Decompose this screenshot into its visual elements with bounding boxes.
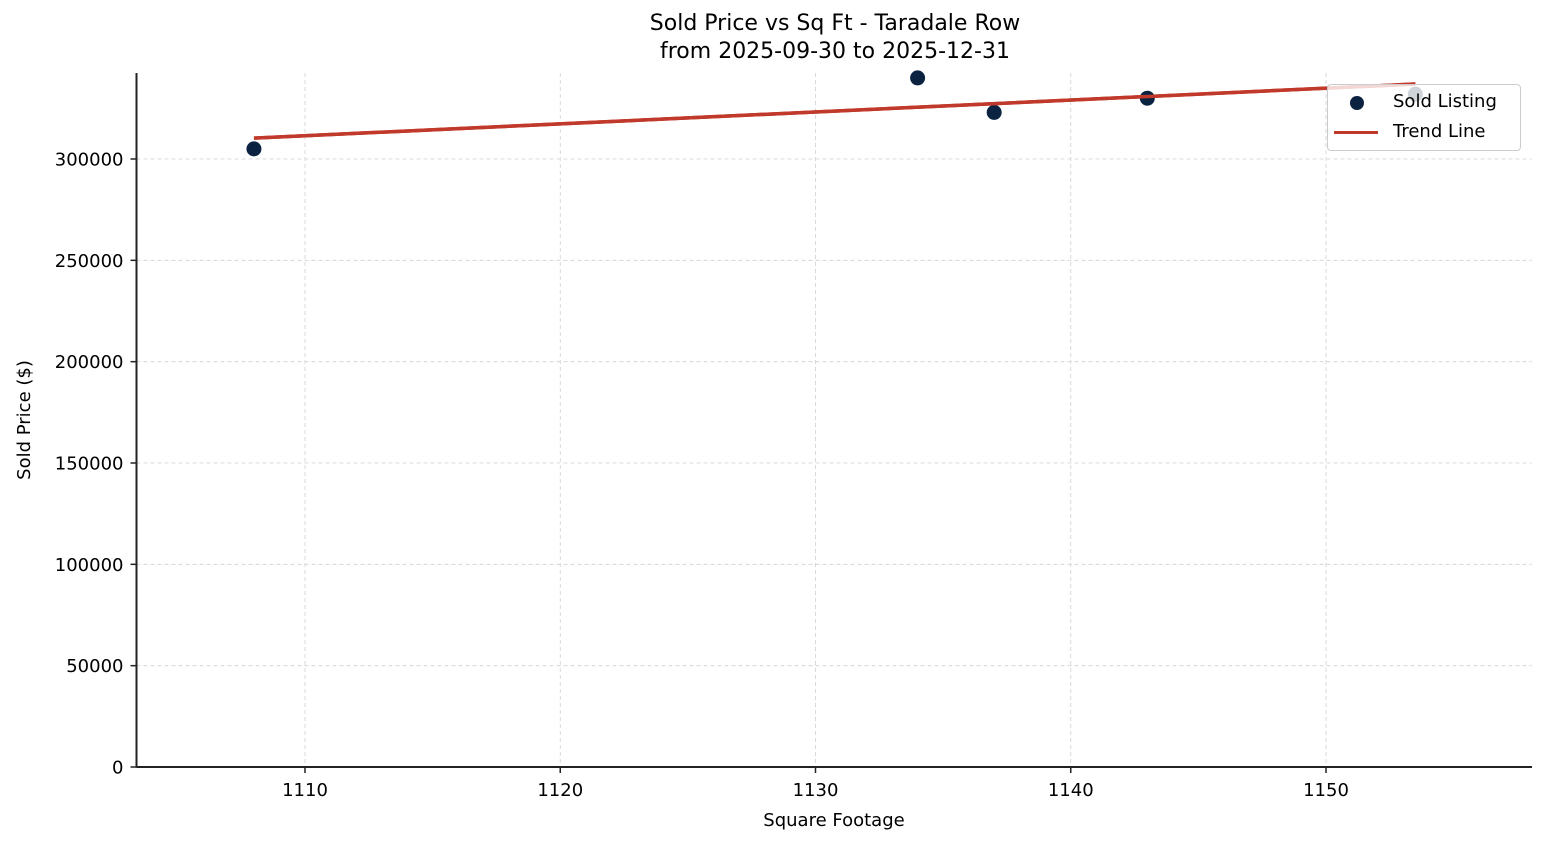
- x-tick-label: 1140: [1048, 780, 1094, 801]
- data-point: [986, 104, 1002, 120]
- chart-subtitle: from 2025-09-30 to 2025-12-31: [660, 39, 1010, 64]
- x-tick-label: 1150: [1303, 780, 1349, 801]
- x-tick-label: 1120: [537, 780, 583, 801]
- x-axis-label: Square Footage: [763, 810, 904, 831]
- data-point: [246, 141, 262, 157]
- legend-label: Trend Line: [1393, 121, 1486, 142]
- y-tick-label: 50000: [66, 656, 123, 677]
- y-tick-label: 200000: [55, 352, 124, 373]
- y-tick-label: 150000: [55, 454, 124, 475]
- legend-label: Sold Listing: [1393, 91, 1497, 112]
- chart-legend: Sold Listing Trend Line: [1327, 84, 1521, 151]
- axes: [130, 73, 1532, 773]
- y-axis-label: Sold Price ($): [14, 360, 35, 480]
- tick-labels: 1110 1120 1130 1140 1150 0 50000 100000 150000 20…: [55, 150, 1349, 802]
- y-tick-label: 100000: [55, 555, 124, 576]
- chart-title: Sold Price vs Sq Ft - Taradale Row: [649, 11, 1021, 36]
- grid-lines: [136, 73, 1532, 767]
- data-point: [910, 70, 926, 86]
- data-series: [246, 70, 1423, 157]
- y-tick-label: 300000: [55, 150, 124, 171]
- y-tick-label: 250000: [55, 251, 124, 272]
- circle-marker-icon: [1350, 96, 1364, 110]
- trend-line-overlay: [253, 82, 1416, 140]
- line-marker-icon: [1334, 131, 1378, 134]
- x-tick-label: 1110: [282, 780, 328, 801]
- y-tick-label: 0: [112, 758, 123, 779]
- x-tick-label: 1130: [793, 780, 839, 801]
